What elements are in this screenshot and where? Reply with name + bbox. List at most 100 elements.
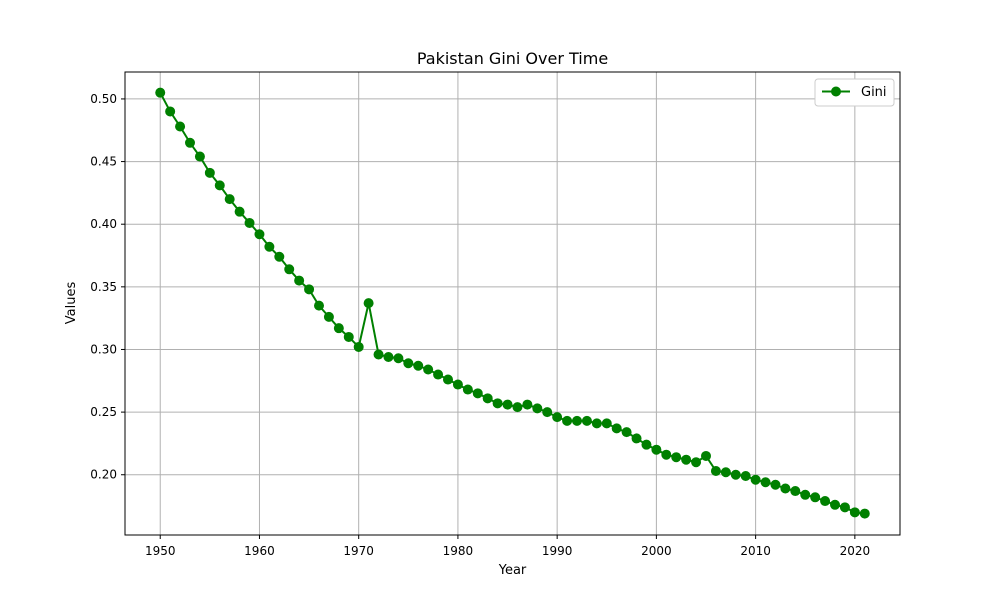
data-point-1977 xyxy=(423,364,434,375)
x-tick-label: 1950 xyxy=(145,544,176,558)
data-point-1981 xyxy=(462,384,473,395)
data-point-1999 xyxy=(641,439,652,450)
data-point-2015 xyxy=(800,489,811,500)
data-point-1973 xyxy=(383,351,394,362)
y-tick-label: 0.40 xyxy=(90,217,117,231)
axis-ticks: 1950 1960 1970 1980 1990 2000 2010 2020 0.20 0.25… xyxy=(90,92,870,558)
data-point-1971 xyxy=(363,298,374,309)
data-point-1951 xyxy=(165,106,176,117)
x-tick-label: 1990 xyxy=(542,544,573,558)
data-point-1963 xyxy=(284,264,295,275)
x-tick-label: 2010 xyxy=(740,544,771,558)
data-point-2019 xyxy=(839,502,850,513)
y-tick-label: 0.45 xyxy=(90,155,117,169)
data-point-1984 xyxy=(492,398,503,409)
legend: Gini xyxy=(814,78,895,107)
legend-box xyxy=(814,78,895,107)
data-point-2009 xyxy=(740,471,751,481)
axes xyxy=(124,71,901,536)
data-point-1950 xyxy=(155,87,166,98)
data-point-1957 xyxy=(224,194,235,205)
data-point-1987 xyxy=(522,399,533,410)
data-point-2017 xyxy=(820,496,831,507)
x-axis-label: Year xyxy=(498,563,527,578)
data-point-1980 xyxy=(452,379,463,390)
legend-marker-gini xyxy=(831,86,841,97)
x-tick-label: 2020 xyxy=(840,544,871,558)
data-point-1968 xyxy=(333,323,344,334)
data-point-1960 xyxy=(254,229,265,240)
data-point-1958 xyxy=(234,206,245,217)
data-point-1970 xyxy=(353,341,364,352)
data-point-1961 xyxy=(264,241,275,252)
data-point-1995 xyxy=(601,418,612,429)
data-point-2020 xyxy=(849,507,860,518)
data-point-1988 xyxy=(532,403,543,414)
legend-label-gini: Gini xyxy=(861,85,887,100)
data-point-2014 xyxy=(790,486,801,497)
data-point-1967 xyxy=(323,311,334,322)
data-point-1956 xyxy=(214,180,225,191)
data-point-2004 xyxy=(691,457,702,468)
data-point-1983 xyxy=(482,393,493,404)
data-point-2018 xyxy=(830,499,840,510)
data-point-1975 xyxy=(403,358,414,369)
data-point-1978 xyxy=(433,369,444,380)
data-point-2002 xyxy=(671,452,682,463)
data-point-2013 xyxy=(780,483,791,494)
data-point-1982 xyxy=(472,388,483,399)
data-point-1985 xyxy=(502,399,513,410)
data-point-1994 xyxy=(591,418,602,429)
data-point-1974 xyxy=(393,353,404,364)
data-point-1962 xyxy=(274,251,285,262)
data-point-1993 xyxy=(581,415,592,426)
x-tick-label: 1970 xyxy=(343,544,374,558)
data-point-1972 xyxy=(373,349,384,360)
y-tick-label: 0.30 xyxy=(90,342,117,356)
y-tick-label: 0.50 xyxy=(90,92,117,106)
x-tick-label: 1980 xyxy=(443,544,474,558)
y-axis-label: Values xyxy=(64,282,79,325)
data-point-1969 xyxy=(343,331,354,342)
data-point-1959 xyxy=(244,217,255,228)
data-point-2000 xyxy=(651,444,662,455)
data-point-1955 xyxy=(204,167,215,178)
data-point-1979 xyxy=(443,374,453,385)
plot-frame xyxy=(124,71,901,536)
data-point-1976 xyxy=(413,360,424,371)
data-point-2003 xyxy=(681,454,692,465)
y-tick-label: 0.35 xyxy=(90,280,117,294)
data-point-1964 xyxy=(294,275,305,286)
data-point-2021 xyxy=(859,508,870,519)
data-point-1998 xyxy=(631,433,642,444)
data-point-1997 xyxy=(621,427,632,438)
data-point-2011 xyxy=(760,477,771,488)
data-point-2008 xyxy=(730,469,741,480)
data-point-2001 xyxy=(661,449,672,460)
data-point-2005 xyxy=(701,450,711,461)
data-point-2012 xyxy=(770,479,781,490)
series-markers xyxy=(155,87,870,519)
data-point-1952 xyxy=(175,121,186,132)
data-point-2006 xyxy=(710,465,721,476)
data-point-1953 xyxy=(185,137,195,148)
data-point-1954 xyxy=(194,151,205,162)
data-point-2007 xyxy=(720,467,731,478)
data-point-2010 xyxy=(750,474,761,485)
y-tick-label: 0.20 xyxy=(90,468,117,482)
x-tick-label: 1960 xyxy=(244,544,275,558)
data-point-2016 xyxy=(810,492,821,503)
data-point-1992 xyxy=(572,415,582,426)
data-point-1989 xyxy=(542,407,553,418)
data-point-1991 xyxy=(562,415,573,426)
data-point-1965 xyxy=(304,284,315,295)
y-tick-label: 0.25 xyxy=(90,405,117,419)
data-point-1986 xyxy=(512,402,523,413)
data-point-1966 xyxy=(314,300,324,311)
data-point-1996 xyxy=(611,423,622,434)
grid-lines xyxy=(125,72,900,535)
x-tick-label: 2000 xyxy=(641,544,672,558)
data-point-1990 xyxy=(552,412,563,423)
